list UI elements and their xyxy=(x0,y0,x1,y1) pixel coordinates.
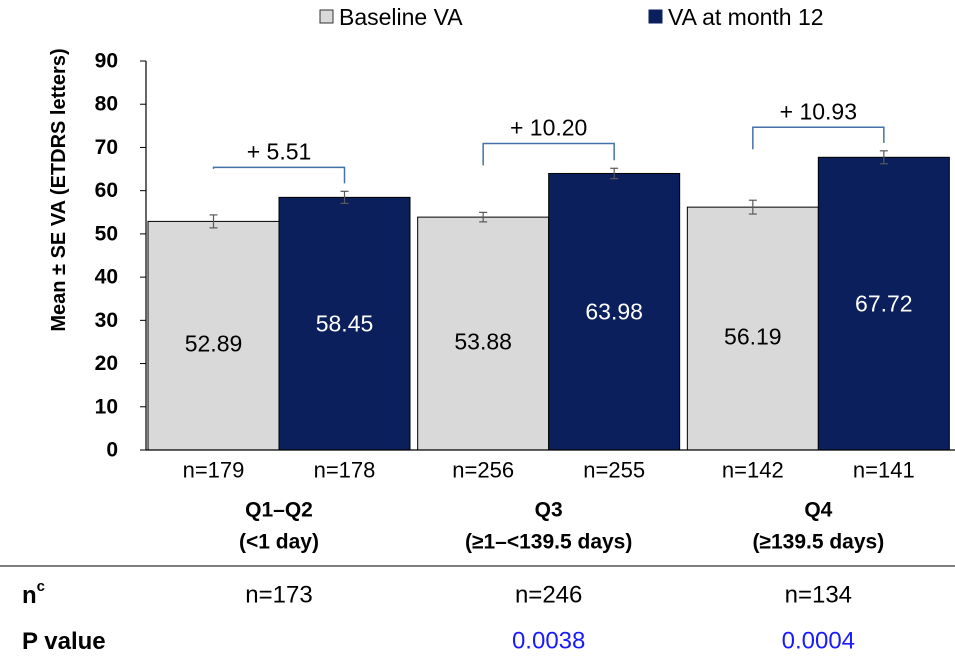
difference-bracket xyxy=(752,126,885,150)
y-tick-label: 90 xyxy=(95,50,118,73)
n-label: n=179 xyxy=(183,458,245,483)
n-label: n=178 xyxy=(314,458,376,483)
difference-bracket xyxy=(212,166,346,184)
data-label: 67.72 xyxy=(855,291,913,317)
table-row-label: P value xyxy=(22,628,106,655)
data-label: 52.89 xyxy=(185,331,243,357)
table-cell: 0.0038 xyxy=(512,628,585,655)
table-cell: n=134 xyxy=(785,582,852,609)
y-tick-label: 50 xyxy=(95,222,118,245)
difference-label: + 5.51 xyxy=(247,138,312,164)
category-sublabel: (≥1–<139.5 days) xyxy=(465,531,632,554)
table-cell: n=173 xyxy=(245,582,312,609)
legend-label: VA at month 12 xyxy=(668,4,824,30)
category-sublabel: (<1 day) xyxy=(239,531,319,554)
table-cell: 0.0004 xyxy=(782,628,855,655)
n-label: n=141 xyxy=(853,458,915,483)
category-label: Q4 xyxy=(804,499,832,522)
row-label-text: n xyxy=(22,582,37,609)
data-label: 63.98 xyxy=(585,299,643,325)
y-tick-label: 30 xyxy=(95,309,118,332)
legend-swatch xyxy=(648,9,663,24)
row-label-superscript: c xyxy=(37,578,45,595)
y-tick-label: 70 xyxy=(95,136,118,159)
category-label: Q3 xyxy=(535,499,563,522)
y-tick-label: 80 xyxy=(95,93,118,116)
y-tick-label: 0 xyxy=(106,439,118,462)
y-tick-label: 60 xyxy=(95,179,118,202)
data-label: 53.88 xyxy=(454,329,512,355)
table-cell: n=246 xyxy=(515,582,582,609)
row-label-text: P value xyxy=(22,628,106,655)
data-label: 56.19 xyxy=(724,324,782,350)
difference-label: + 10.20 xyxy=(510,114,587,140)
bar-month12 xyxy=(548,172,681,451)
y-axis-label: Mean ± SE VA (ETDRS letters) xyxy=(48,48,70,331)
y-tick-label: 10 xyxy=(95,395,118,418)
difference-label: + 10.93 xyxy=(780,98,857,124)
table-row-label: nc xyxy=(22,578,45,609)
y-tick-label: 20 xyxy=(95,352,118,375)
difference-bracket xyxy=(482,142,615,166)
bar-baseline xyxy=(417,216,550,451)
n-label: n=142 xyxy=(722,458,784,483)
y-tick-label: 40 xyxy=(95,266,118,289)
category-sublabel: (≥139.5 days) xyxy=(752,531,884,554)
data-label: 58.45 xyxy=(316,311,374,337)
n-label: n=255 xyxy=(583,458,645,483)
bar-baseline xyxy=(686,206,819,451)
n-label: n=256 xyxy=(452,458,514,483)
bar-month12 xyxy=(278,196,411,451)
legend-swatch xyxy=(319,9,334,24)
legend-label: Baseline VA xyxy=(339,4,463,30)
category-label: Q1–Q2 xyxy=(245,499,313,522)
